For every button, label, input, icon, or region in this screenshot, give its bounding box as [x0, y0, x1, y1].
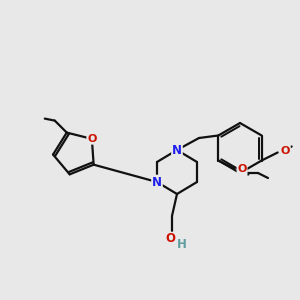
- Text: O: O: [281, 146, 290, 157]
- Text: H: H: [177, 238, 187, 250]
- Text: N: N: [172, 143, 182, 157]
- Text: N: N: [152, 176, 162, 188]
- Text: O: O: [237, 164, 247, 175]
- Text: O: O: [165, 232, 175, 245]
- Text: O: O: [87, 134, 97, 144]
